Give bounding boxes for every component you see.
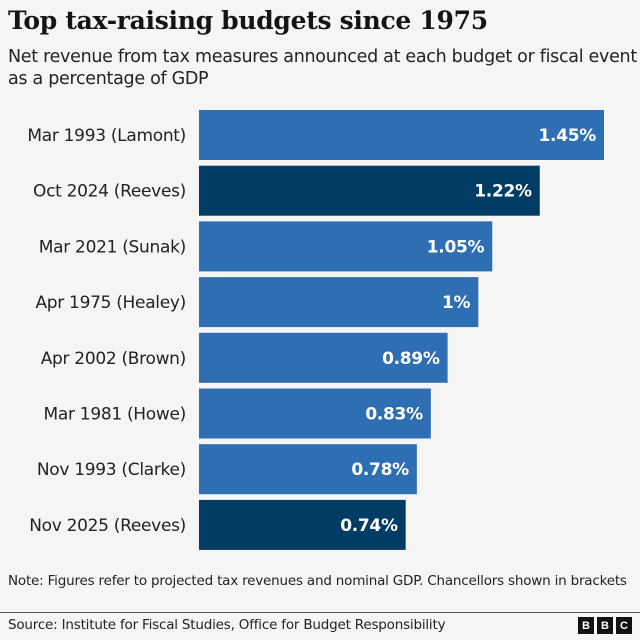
category-label: Apr 2002 (Brown) [41,349,186,369]
category-label: Apr 1975 (Healey) [35,293,186,313]
bar [199,444,417,495]
data-label: 0.89% [382,349,440,369]
bbc-logo: B B C [578,617,632,634]
logo-letter: C [616,617,632,634]
category-label: Mar 2021 (Sunak) [39,237,186,257]
data-label: 1% [442,293,471,313]
category-label: Nov 2025 (Reeves) [29,516,186,536]
bar [199,110,604,160]
footnote: Note: Figures refer to projected tax rev… [8,573,627,589]
chart-title: Top tax-raising budgets since 1975 [8,6,488,35]
data-label: 1.22% [474,182,532,202]
category-label: Nov 1993 (Clarke) [37,460,186,480]
logo-letter: B [597,617,613,634]
category-label: Oct 2024 (Reeves) [33,182,186,202]
bar [199,332,448,383]
category-label: Mar 1981 (Howe) [44,405,186,425]
bar [199,499,406,550]
data-label: 1.05% [427,237,485,257]
logo-letter: B [578,617,594,634]
source: Source: Institute for Fiscal Studies, Of… [8,617,446,633]
data-label: 1.45% [539,126,597,146]
data-label: 0.74% [340,516,398,536]
bar [199,388,431,439]
bar [199,277,479,328]
category-label: Mar 1993 (Lamont) [27,126,186,146]
data-label: 0.83% [365,405,423,425]
chart-subtitle: Net revenue from tax measures announced … [8,47,637,89]
data-label: 0.78% [351,460,409,480]
divider [0,612,640,613]
bar [199,221,493,272]
bar [199,165,540,216]
